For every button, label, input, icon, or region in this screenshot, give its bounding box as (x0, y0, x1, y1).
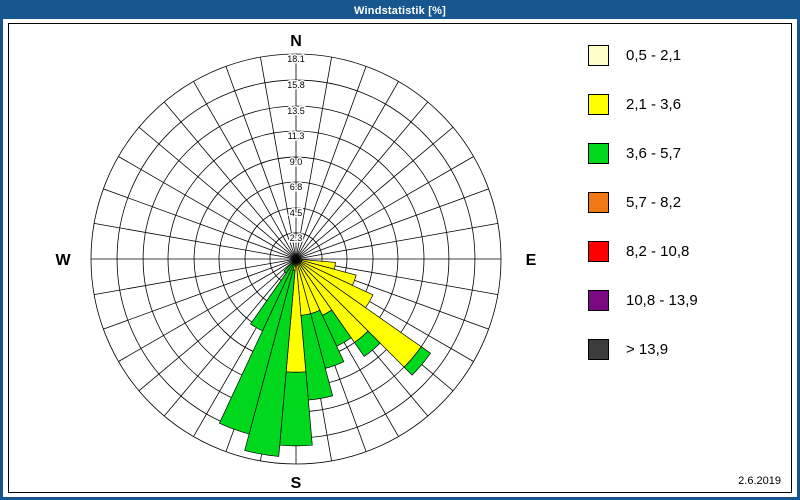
legend-swatch-class6-icon (588, 338, 609, 360)
legend-swatch-class4-icon (588, 240, 609, 262)
compass-east-label: E (526, 252, 537, 269)
legend-item: > 13,9 (588, 338, 698, 360)
svg-text:9.0: 9.0 (290, 157, 303, 167)
legend-item: 10,8 - 13,9 (588, 289, 698, 311)
legend-label: 8,2 - 10,8 (626, 242, 690, 260)
wind-rose-chart: 2.3 4.5 6.8 9.0 11.3 13.5 15.8 18.1 N S W E (55, 33, 537, 492)
svg-text:6.8: 6.8 (290, 182, 303, 192)
legend-item: 0,5 - 2,1 (588, 44, 698, 66)
legend-swatch-class3-icon (588, 191, 609, 213)
legend-item: 3,6 - 5,7 (588, 142, 698, 164)
window-title: Windstatistik [%] (354, 5, 446, 17)
legend-item: 5,7 - 8,2 (588, 191, 698, 213)
legend-label: > 13,9 (626, 340, 669, 358)
svg-text:4.5: 4.5 (290, 208, 303, 218)
svg-text:18.1: 18.1 (287, 54, 305, 64)
content-area: 2.3 4.5 6.8 9.0 11.3 13.5 15.8 18.1 N S W E 0,5… (3, 19, 797, 497)
legend-swatch-class2-icon (588, 142, 609, 164)
legend-item: 8,2 - 10,8 (588, 240, 698, 262)
legend-label: 2,1 - 3,6 (626, 95, 682, 113)
legend-swatch-class5-icon (588, 289, 609, 311)
svg-text:11.3: 11.3 (288, 131, 305, 141)
date-label: 2.6.2019 (738, 475, 781, 487)
svg-text:15.8: 15.8 (287, 80, 305, 90)
legend-label: 0,5 - 2,1 (626, 46, 682, 64)
legend-swatch-class0-icon (588, 44, 609, 66)
svg-text:13.5: 13.5 (287, 106, 305, 116)
svg-text:2.3: 2.3 (290, 233, 303, 243)
legend-swatch-class1-icon (588, 93, 609, 115)
compass-west-label: W (55, 252, 71, 269)
legend-label: 3,6 - 5,7 (626, 144, 682, 162)
compass-south-label: S (291, 475, 302, 492)
compass-north-label: N (290, 33, 302, 50)
legend: 0,5 - 2,1 2,1 - 3,6 3,6 - 5,7 5,7 - 8,2 … (588, 44, 698, 387)
legend-label: 10,8 - 13,9 (626, 291, 698, 309)
legend-item: 2,1 - 3,6 (588, 93, 698, 115)
title-bar[interactable]: Windstatistik [%] (3, 3, 797, 19)
legend-label: 5,7 - 8,2 (626, 193, 682, 211)
